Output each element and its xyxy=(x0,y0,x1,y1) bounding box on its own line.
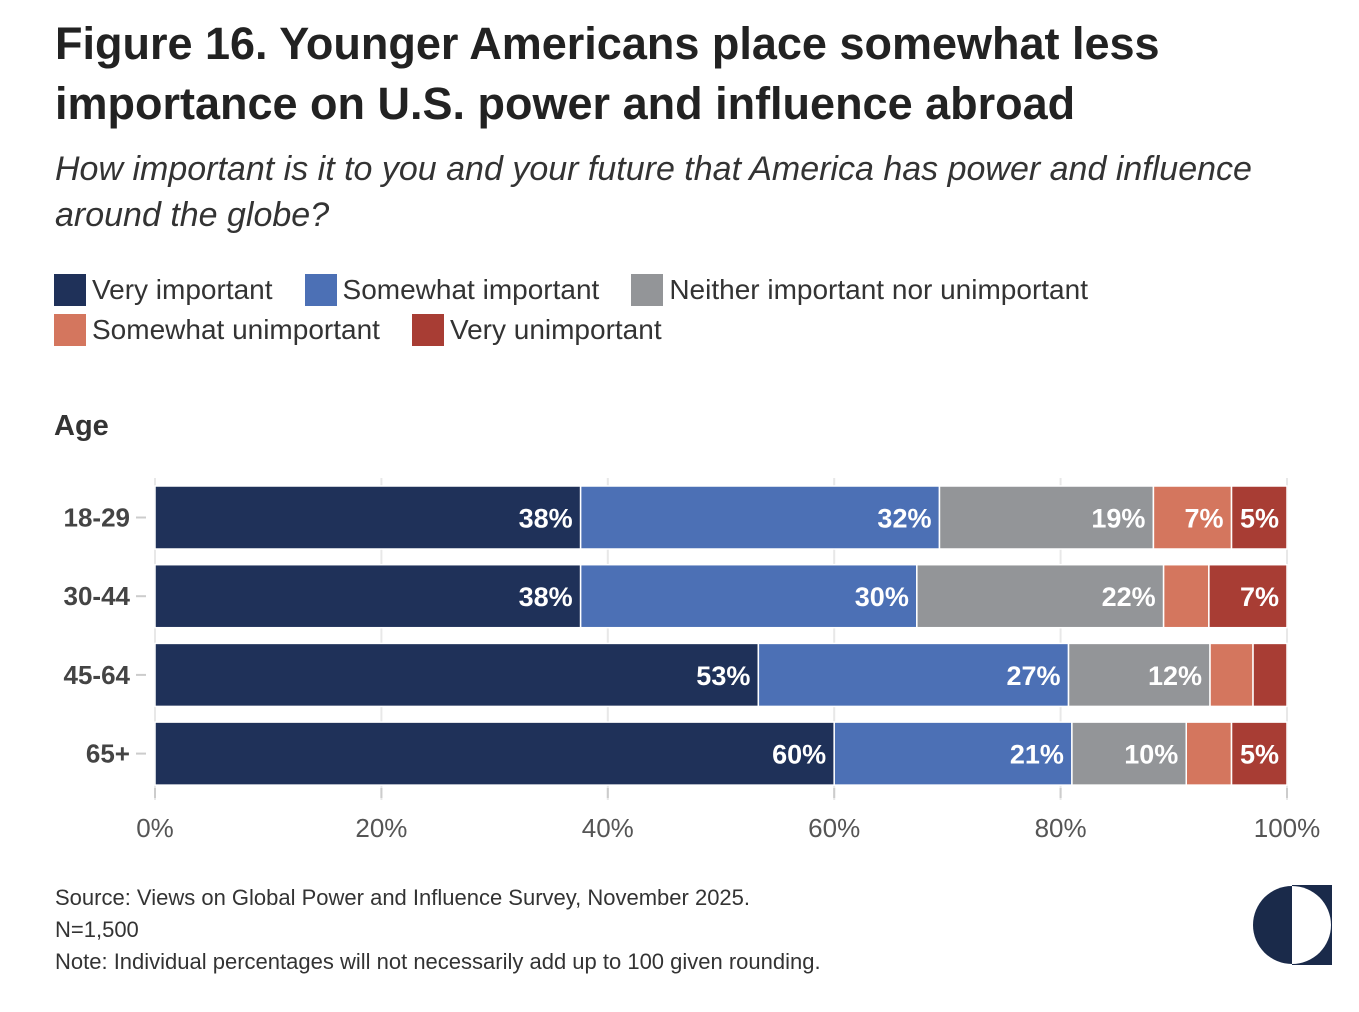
chart-title: Figure 16. Younger Americans place somew… xyxy=(55,18,1160,129)
data-label: 38% xyxy=(519,582,573,612)
legend-label: Somewhat important xyxy=(342,274,600,305)
legend-item-somewhat-important: Somewhat important xyxy=(304,274,600,306)
bar-segment xyxy=(154,563,582,629)
legend-swatch xyxy=(54,274,86,306)
data-label: 12% xyxy=(1148,661,1202,691)
bar-segment xyxy=(1162,563,1210,629)
x-tick-label: 0% xyxy=(136,813,174,843)
x-tick-label: 80% xyxy=(1035,813,1087,843)
bar-segment xyxy=(1230,721,1288,786)
bar-segment xyxy=(154,485,582,550)
bar-segment xyxy=(1252,642,1288,708)
bar-segment xyxy=(1185,721,1233,786)
bar-segment xyxy=(1071,721,1188,786)
bar-segment xyxy=(1209,642,1254,708)
legend-item-somewhat-unimportant: Somewhat unimportant xyxy=(54,314,380,346)
bar-segment xyxy=(1208,563,1288,629)
data-label: 32% xyxy=(877,504,931,534)
data-label: 27% xyxy=(1006,661,1060,691)
bar-segment xyxy=(579,485,941,550)
rounding-note: Note: Individual percentages will not ne… xyxy=(55,949,821,974)
legend-item-neither: Neither important nor unimportant xyxy=(631,274,1088,306)
x-tick-label: 100% xyxy=(1254,813,1321,843)
data-label: 60% xyxy=(772,740,826,770)
chart-subtitle: How important is it to you and your futu… xyxy=(55,150,1252,234)
legend-swatch xyxy=(631,274,664,306)
data-label: 38% xyxy=(519,504,573,534)
bar-segment xyxy=(938,485,1155,550)
source-note: Source: Views on Global Power and Influe… xyxy=(55,885,751,910)
bar-segment xyxy=(833,721,1073,786)
data-label: 22% xyxy=(1102,582,1156,612)
legend: Very important Somewhat important Neithe… xyxy=(54,270,1254,350)
legend-swatch xyxy=(54,314,86,346)
y-category-label: 18-29 xyxy=(64,503,131,533)
data-label: 53% xyxy=(696,661,750,691)
x-tick-label: 60% xyxy=(808,813,860,843)
bar-segment xyxy=(154,721,835,786)
bar-segment xyxy=(1230,485,1288,550)
y-category-label: 45-64 xyxy=(64,660,131,690)
legend-label: Somewhat unimportant xyxy=(92,314,380,345)
data-label: 7% xyxy=(1185,504,1224,534)
y-category-label: 30-44 xyxy=(64,581,131,611)
legend-label: Very important xyxy=(92,274,273,305)
legend-item-very-unimportant: Very unimportant xyxy=(411,314,662,346)
data-label: 5% xyxy=(1240,504,1279,534)
legend-label: Very unimportant xyxy=(449,314,662,345)
logo-icon xyxy=(1253,885,1332,965)
data-label: 19% xyxy=(1091,504,1145,534)
legend-item-very-important: Very important xyxy=(54,274,273,306)
data-label: 7% xyxy=(1240,582,1279,612)
x-tick-label: 40% xyxy=(582,813,634,843)
legend-label: Neither important nor unimportant xyxy=(669,274,1088,305)
facet-label: Age xyxy=(54,410,109,442)
data-label: 21% xyxy=(1010,740,1064,770)
legend-swatch xyxy=(411,314,444,346)
data-label: 5% xyxy=(1240,740,1279,770)
bar-segment xyxy=(154,642,760,708)
y-category-label: 65+ xyxy=(86,739,130,769)
x-tick-label: 20% xyxy=(355,813,407,843)
legend-swatch xyxy=(304,274,337,306)
bar-segment xyxy=(579,563,918,629)
data-label: 30% xyxy=(855,582,909,612)
footer: Source: Views on Global Power and Influe… xyxy=(55,882,821,978)
bar-segment xyxy=(757,642,1070,708)
data-label: 10% xyxy=(1124,740,1178,770)
sample-size: N=1,500 xyxy=(55,917,139,942)
